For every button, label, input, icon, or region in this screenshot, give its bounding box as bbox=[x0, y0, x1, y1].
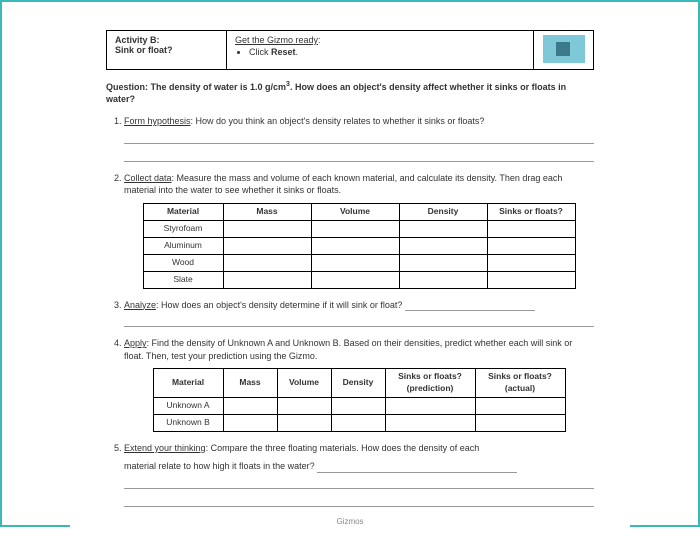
th: Mass bbox=[223, 204, 311, 221]
step-5-text: : Compare the three floating materials. … bbox=[206, 443, 480, 453]
step-5-line2: material relate to how high it floats in… bbox=[124, 460, 594, 473]
step-2-text: : Measure the mass and volume of each kn… bbox=[124, 173, 562, 196]
step-1-text: : How do you think an object's density r… bbox=[191, 116, 485, 126]
table-header-row: Material Mass Volume Density Sinks or fl… bbox=[153, 369, 565, 398]
data-table-1: Material Mass Volume Density Sinks or fl… bbox=[143, 203, 576, 288]
cell bbox=[311, 220, 399, 237]
step-4-title: Apply bbox=[124, 338, 147, 348]
th: Mass bbox=[223, 369, 277, 398]
th: Material bbox=[153, 369, 223, 398]
th: Density bbox=[399, 204, 487, 221]
cell bbox=[385, 414, 475, 431]
table-row: Unknown B bbox=[153, 414, 565, 431]
cell bbox=[223, 254, 311, 271]
th: Density bbox=[331, 369, 385, 398]
ready-bullet: Click Reset. bbox=[249, 47, 525, 57]
cell bbox=[487, 237, 575, 254]
bullet-suffix: . bbox=[296, 47, 299, 57]
cell bbox=[331, 414, 385, 431]
step-1-title: Form hypothesis bbox=[124, 116, 191, 126]
step-5: Extend your thinking: Compare the three … bbox=[124, 442, 594, 507]
table-row: Unknown A bbox=[153, 398, 565, 415]
table-row: Styrofoam bbox=[143, 220, 575, 237]
step-3-text: : How does an object's density determine… bbox=[156, 300, 405, 310]
data-table-2: Material Mass Volume Density Sinks or fl… bbox=[153, 368, 566, 432]
blank-line bbox=[124, 132, 594, 144]
th: Volume bbox=[311, 204, 399, 221]
blank-line bbox=[124, 150, 594, 162]
cell bbox=[475, 414, 565, 431]
main-question: Question: The density of water is 1.0 g/… bbox=[106, 80, 594, 105]
cell-material: Unknown B bbox=[153, 414, 223, 431]
header-activity-cell: Activity B: Sink or float? bbox=[107, 31, 227, 70]
th: Sinks or floats? (actual) bbox=[475, 369, 565, 398]
step-1: Form hypothesis: How do you think an obj… bbox=[124, 115, 594, 162]
cell bbox=[399, 220, 487, 237]
step-2-title: Collect data bbox=[124, 173, 172, 183]
cell bbox=[475, 398, 565, 415]
blank-line bbox=[124, 477, 594, 489]
cell bbox=[487, 254, 575, 271]
cell bbox=[331, 398, 385, 415]
cell-material: Unknown A bbox=[153, 398, 223, 415]
activity-title: Sink or float? bbox=[115, 45, 173, 55]
cell bbox=[223, 237, 311, 254]
header-ready-cell: Get the Gizmo ready: Click Reset. bbox=[227, 31, 534, 70]
inline-blank bbox=[405, 301, 535, 311]
th: Sinks or floats? (prediction) bbox=[385, 369, 475, 398]
step-3: Analyze: How does an object's density de… bbox=[124, 299, 594, 328]
gizmo-thumbnail bbox=[543, 35, 585, 63]
cell-material: Slate bbox=[143, 271, 223, 288]
step-4-text: : Find the density of Unknown A and Unkn… bbox=[124, 338, 572, 361]
bullet-prefix: Click bbox=[249, 47, 271, 57]
ready-label: Get the Gizmo ready bbox=[235, 35, 318, 45]
cell bbox=[311, 237, 399, 254]
cell bbox=[399, 271, 487, 288]
step-2: Collect data: Measure the mass and volum… bbox=[124, 172, 594, 289]
cell bbox=[277, 398, 331, 415]
cell bbox=[223, 220, 311, 237]
step-5-title: Extend your thinking bbox=[124, 443, 206, 453]
table-header-row: Material Mass Volume Density Sinks or fl… bbox=[143, 204, 575, 221]
table-row: Slate bbox=[143, 271, 575, 288]
cell bbox=[399, 237, 487, 254]
cell bbox=[399, 254, 487, 271]
footer-brand: Gizmos bbox=[106, 517, 594, 526]
table-row: Aluminum bbox=[143, 237, 575, 254]
worksheet-page: Activity B: Sink or float? Get the Gizmo… bbox=[70, 2, 630, 540]
header-table: Activity B: Sink or float? Get the Gizmo… bbox=[106, 30, 594, 70]
th: Volume bbox=[277, 369, 331, 398]
th: Material bbox=[143, 204, 223, 221]
table-row: Wood bbox=[143, 254, 575, 271]
header-thumb-cell bbox=[534, 31, 594, 70]
cell bbox=[223, 398, 277, 415]
th: Sinks or floats? bbox=[487, 204, 575, 221]
cell-material: Aluminum bbox=[143, 237, 223, 254]
activity-label: Activity B: bbox=[115, 35, 160, 45]
step-3-title: Analyze bbox=[124, 300, 156, 310]
blank-line bbox=[124, 495, 594, 507]
cell-material: Styrofoam bbox=[143, 220, 223, 237]
cell bbox=[311, 254, 399, 271]
question-prefix: Question: The density of water is 1.0 g/… bbox=[106, 82, 286, 92]
step-5-text2: material relate to how high it floats in… bbox=[124, 461, 317, 471]
step-4: Apply: Find the density of Unknown A and… bbox=[124, 337, 594, 432]
ready-colon: : bbox=[318, 35, 321, 45]
cell bbox=[487, 220, 575, 237]
inline-blank bbox=[317, 463, 517, 473]
cell bbox=[277, 414, 331, 431]
ready-list: Click Reset. bbox=[249, 47, 525, 57]
cell-material: Wood bbox=[143, 254, 223, 271]
cell bbox=[311, 271, 399, 288]
cell bbox=[487, 271, 575, 288]
cell bbox=[223, 271, 311, 288]
cell bbox=[385, 398, 475, 415]
steps-list: Form hypothesis: How do you think an obj… bbox=[106, 115, 594, 507]
bullet-bold: Reset bbox=[271, 47, 296, 57]
blank-line bbox=[124, 315, 594, 327]
cell bbox=[223, 414, 277, 431]
